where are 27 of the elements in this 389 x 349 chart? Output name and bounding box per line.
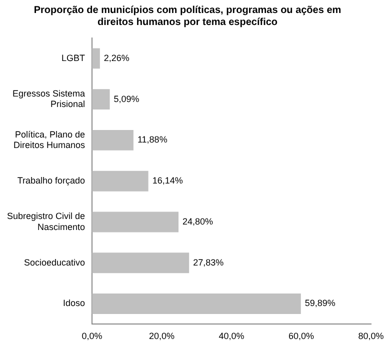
y-tick-label: Trabalho forçado <box>17 176 86 186</box>
bar <box>92 130 134 150</box>
bar <box>92 48 100 69</box>
y-tick-label: Subregistro Civil de Nascimento <box>6 211 86 232</box>
x-tick-label: 40,0% <box>218 331 244 342</box>
data-label: 24,80% <box>182 216 214 226</box>
x-tick-label: 0,0% <box>82 331 102 342</box>
data-label: 16,14% <box>152 176 183 186</box>
x-tick-label: 20,0% <box>149 331 175 342</box>
bar <box>92 170 148 192</box>
data-label: 11,88% <box>137 134 168 145</box>
chart-title: Proporção de municípios com políticas, programas ou ações em direitos humanos por tema específico <box>34 4 342 28</box>
y-tick-label: Idoso <box>63 298 86 308</box>
data-label: 59,89% <box>304 298 336 308</box>
data-label: 5,09% <box>114 94 140 104</box>
x-tick-label: 80,0% <box>358 331 384 342</box>
y-tick-label: Socioeducativo <box>24 257 86 268</box>
y-tick-label: Egressos Sistema Prisional <box>12 88 86 110</box>
bar <box>92 294 301 314</box>
y-tick-label: LGBT <box>62 52 86 63</box>
bar <box>92 89 110 110</box>
data-label: 27,83% <box>193 257 224 268</box>
bar <box>92 212 179 232</box>
x-tick-label: 60,0% <box>288 331 314 342</box>
data-label: 2,26% <box>104 52 130 63</box>
y-tick-label: Política, Plano de Direitos Humanos <box>14 129 86 150</box>
bar <box>92 252 190 274</box>
